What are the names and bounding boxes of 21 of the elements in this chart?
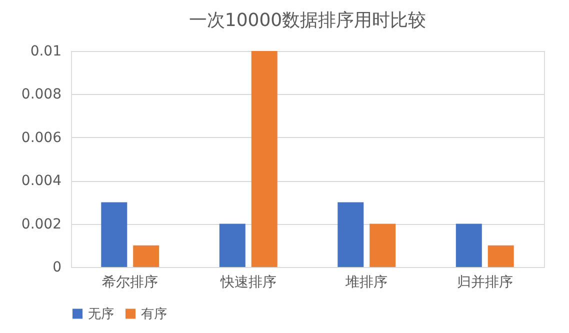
legend-label: 有序 <box>141 306 167 322</box>
y-tick-label: 0.004 <box>21 173 62 190</box>
x-tick-label: 快速排序 <box>219 274 276 290</box>
x-tick-label: 堆排序 <box>344 274 388 290</box>
y-tick-label: 0.002 <box>21 216 62 232</box>
y-tick-label: 0 <box>52 260 62 276</box>
legend-label: 无序 <box>88 306 114 322</box>
y-tick-label: 0.01 <box>30 44 62 60</box>
x-tick-label: 希尔排序 <box>102 274 158 290</box>
bar <box>133 245 160 267</box>
x-tick-label: 归并排序 <box>456 274 513 290</box>
bar <box>251 51 278 267</box>
bar <box>338 202 364 267</box>
chart-title: 一次10000数据排序用时比较 <box>188 10 426 31</box>
bar <box>101 202 128 267</box>
bar <box>219 224 246 267</box>
bar <box>488 245 514 267</box>
y-tick-label: 0.008 <box>21 86 62 103</box>
bar <box>370 224 396 267</box>
y-tick-label: 0.006 <box>21 130 62 146</box>
bar <box>456 224 482 267</box>
